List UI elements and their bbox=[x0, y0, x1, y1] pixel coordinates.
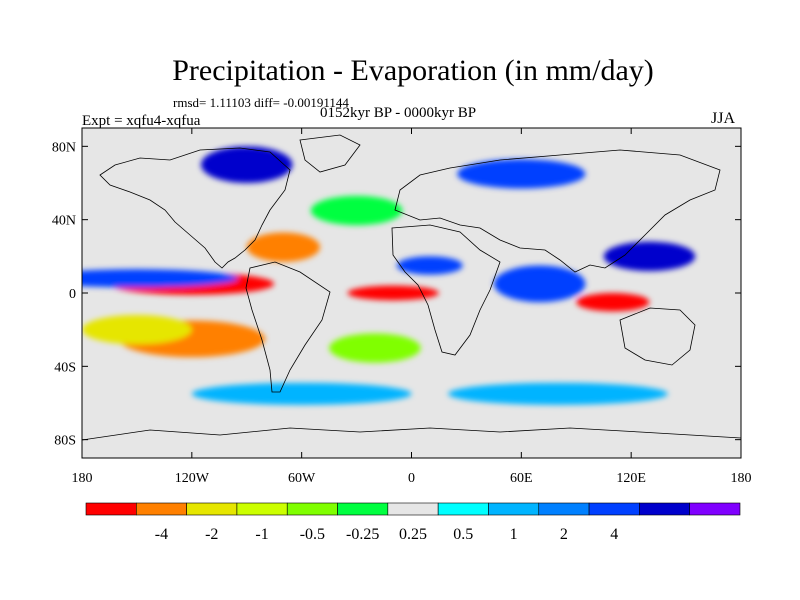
latitude-axis: 80N 40N 0 40S 80S bbox=[52, 140, 741, 449]
coastline-greenland bbox=[299, 134, 361, 173]
field-caribbean-drying bbox=[246, 232, 320, 262]
field-southern-ocean-wet bbox=[191, 382, 412, 405]
stats-text: rmsd= 1.11103 diff= -0.00191144 bbox=[173, 95, 349, 110]
coastline-north-america bbox=[99, 147, 291, 269]
colorbar-swatch bbox=[136, 502, 187, 516]
colorbar-label: -2 bbox=[205, 526, 218, 543]
colorbar-label: -4 bbox=[155, 526, 168, 543]
field-africa-sahel-wet bbox=[396, 256, 463, 275]
field-atlantic-equatorial-drying bbox=[347, 285, 439, 301]
lon-tick-label: 0 bbox=[408, 471, 415, 486]
lon-tick-label: 60W bbox=[288, 471, 316, 486]
colorbar-swatch bbox=[488, 502, 540, 516]
coastline-africa bbox=[391, 224, 501, 356]
lat-tick-label: 40S bbox=[54, 360, 76, 375]
colorbar-label: -1 bbox=[255, 526, 268, 543]
field-siberia-wet bbox=[457, 159, 586, 189]
lat-tick-label: 0 bbox=[69, 287, 76, 302]
coastline-eurasia bbox=[394, 149, 721, 273]
field-southern-ocean-wet-east bbox=[448, 382, 668, 405]
lat-tick-label: 40N bbox=[52, 214, 76, 229]
experiment-label: Expt = xqfu4-xqfua bbox=[82, 113, 201, 129]
coastline-south-america bbox=[245, 261, 331, 393]
field-indian-ocean-wet bbox=[493, 265, 586, 303]
lon-tick-label: 180 bbox=[72, 471, 93, 486]
field-south-pacific-yellow bbox=[82, 315, 192, 345]
colorbar-swatch bbox=[236, 502, 288, 516]
colorbar-label: 0.25 bbox=[399, 526, 427, 543]
colorbar-swatch bbox=[387, 502, 439, 516]
colorbar-swatch bbox=[286, 502, 338, 516]
lat-tick-label: 80S bbox=[54, 434, 76, 449]
colorbar-swatch bbox=[437, 502, 489, 516]
figure-title: Precipitation - Evaporation (in mm/day) bbox=[172, 54, 654, 87]
coastline-australia bbox=[619, 307, 696, 366]
lat-tick-label: 80N bbox=[52, 140, 76, 155]
colorbar-label: 1 bbox=[510, 526, 518, 543]
lon-tick-label: 120E bbox=[616, 471, 646, 486]
colorbar-swatch bbox=[639, 502, 690, 516]
colorbar-label: 2 bbox=[560, 526, 568, 543]
field-north-atlantic-green bbox=[310, 195, 403, 226]
colorbar-swatch bbox=[538, 502, 590, 516]
period-label: 0152kyr BP - 0000kyr BP bbox=[320, 105, 477, 121]
field-west-pacific-wet bbox=[603, 241, 696, 271]
coastlines bbox=[82, 134, 741, 441]
lon-tick-label: 120W bbox=[175, 471, 210, 486]
colorbar: -4 -2 -1 -0.5 -0.25 0.25 0.5 1 2 4 bbox=[85, 502, 741, 543]
field-east-pacific-wet bbox=[82, 269, 238, 288]
colorbar-label: 4 bbox=[610, 526, 618, 543]
lon-tick-label: 60E bbox=[510, 471, 533, 486]
coastline-antarctica bbox=[82, 427, 741, 441]
colorbar-swatch bbox=[85, 502, 137, 516]
season-label: JJA bbox=[711, 110, 736, 127]
colorbar-swatch bbox=[337, 502, 389, 516]
field-anomalies bbox=[82, 146, 696, 405]
colorbar-swatch bbox=[186, 502, 238, 516]
colorbar-swatch bbox=[689, 502, 741, 516]
field-maritime-continent-drying bbox=[576, 293, 650, 312]
colorbar-label: -0.5 bbox=[300, 526, 325, 543]
longitude-axis: 180 120W 60W 0 60E 120E 180 bbox=[72, 128, 752, 486]
colorbar-swatch bbox=[588, 502, 640, 516]
field-south-atlantic-green bbox=[329, 333, 421, 363]
colorbar-label: 0.5 bbox=[453, 526, 473, 543]
lon-tick-label: 180 bbox=[731, 471, 752, 486]
colorbar-label: -0.25 bbox=[346, 526, 379, 543]
field-arctic-wet bbox=[200, 146, 293, 184]
